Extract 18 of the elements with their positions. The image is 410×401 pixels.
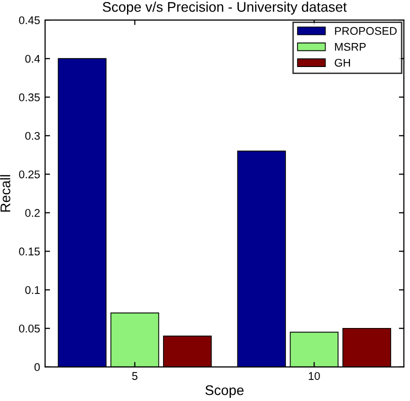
y-tick-label: 0 [34, 363, 40, 372]
legend-label: MSRP [335, 42, 366, 51]
chart-title: Scope v/s Precision - University dataset [102, 2, 347, 15]
y-tick-label: 0.35 [19, 93, 40, 102]
y-tick-label: 0.4 [25, 54, 40, 63]
legend-label: GH [334, 58, 350, 67]
y-tick-label: 0.2 [25, 209, 40, 217]
y-tick-label: 0.05 [19, 324, 40, 333]
y-tick-label: 0.45 [19, 16, 40, 24]
y-tick-label: 0.25 [19, 170, 40, 178]
x-axis-title: Scope [205, 385, 244, 398]
x-tick-label: 5 [132, 372, 138, 380]
y-tick-label: 0.15 [19, 248, 40, 256]
x-tick-label: 10 [308, 372, 320, 380]
y-tick-label: 0.1 [25, 286, 40, 294]
y-axis-title: Recall [0, 175, 10, 212]
legend-label: PROPOSED [335, 27, 397, 35]
y-tick-label: 0.3 [25, 132, 40, 140]
